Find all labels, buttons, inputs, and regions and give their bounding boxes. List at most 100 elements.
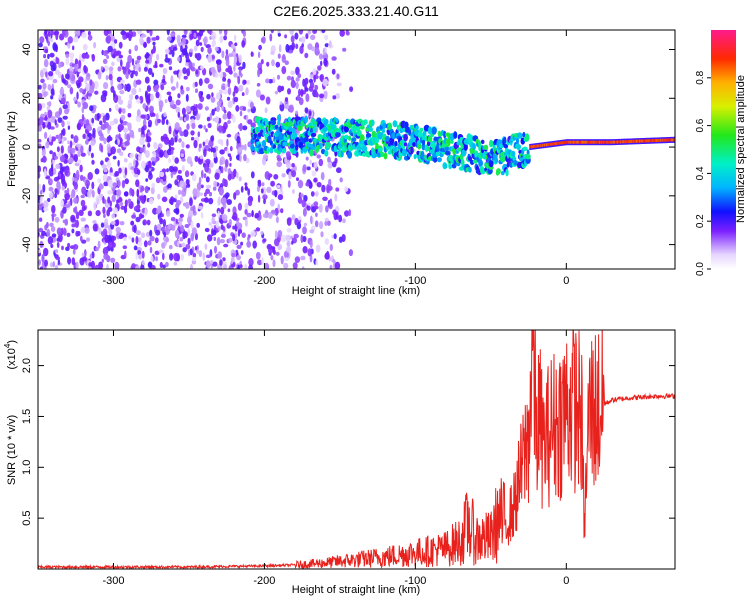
spectrogram-noise-cell [43, 200, 49, 208]
spectrogram-noise-cell [109, 120, 115, 126]
spectrogram-noise-cell [123, 158, 128, 163]
spectrogram-noise-cell [329, 243, 333, 252]
spectrogram-signal-cell [403, 142, 408, 147]
spectrogram-noise-cell [113, 51, 119, 57]
spectrogram-noise-cell [244, 182, 248, 187]
spectrogram-noise-cell [320, 172, 325, 181]
spectrogram-signal-cell [503, 144, 509, 149]
spectrogram-noise-cell [339, 177, 343, 183]
spectrogram-signal-cell [374, 137, 380, 144]
spectrogram-noise-cell [324, 252, 330, 260]
spectrogram-noise-cell [300, 88, 304, 97]
spectrogram-noise-cell [244, 185, 248, 191]
spectrogram-noise-cell [118, 54, 124, 59]
snr-scale-exponent: 4 [3, 343, 12, 348]
spectrogram-noise-cell [216, 237, 221, 246]
spectrogram-signal-cell [310, 132, 317, 137]
spectrogram-noise-cell [170, 170, 174, 179]
spectrogram-signal-core [574, 140, 576, 144]
spectrogram-noise-cell [85, 139, 89, 145]
spectrogram-noise-cell [233, 96, 239, 103]
spectrogram-noise-cell [131, 237, 135, 243]
spectrogram-noise-cell [231, 252, 236, 258]
spectrogram-noise-cell [284, 97, 289, 102]
spectrogram-signal-cell [354, 150, 360, 157]
spectrogram-noise-cell [115, 226, 121, 233]
spectrogram-noise-cell [207, 47, 212, 54]
spectrogram-noise-cell [168, 66, 173, 71]
spectrogram-noise-cell [306, 205, 311, 211]
spectrogram-signal-core [593, 140, 595, 144]
spectrogram-signal-cell [371, 130, 377, 138]
spectrogram-noise-cell [289, 30, 294, 36]
spectrogram-noise-cell [130, 220, 135, 226]
spectrogram-noise-cell [270, 255, 274, 261]
spectrogram-signal-core [537, 144, 539, 148]
spectrogram-signal-core [567, 140, 569, 144]
spectrogram-noise-cell [302, 246, 308, 254]
spectrogram-x-tick-label: -100 [404, 275, 426, 287]
spectrogram-noise-cell [61, 245, 64, 251]
spectrogram-noise-cell [223, 35, 228, 41]
spectrogram-noise-cell [200, 30, 205, 33]
spectrogram-noise-cell [144, 91, 148, 100]
spectrogram-signal-core [540, 144, 543, 147]
spectrogram-signal-core [652, 139, 655, 143]
spectrogram-noise-cell [329, 264, 333, 269]
spectrogram-noise-cell [141, 259, 145, 266]
spectrogram-noise-cell [157, 118, 161, 124]
spectrogram-noise-cell [52, 42, 57, 51]
spectrogram-noise-cell [80, 152, 86, 157]
spectrogram-noise-cell [216, 106, 220, 112]
spectrogram-noise-cell [87, 92, 92, 97]
spectrogram-noise-cell [233, 56, 238, 64]
spectrogram-signal-core [622, 140, 624, 144]
spectrogram-noise-cell [217, 196, 221, 205]
spectrogram-noise-cell [205, 128, 208, 133]
spectrogram-noise-cell [103, 30, 109, 37]
spectrogram-noise-cell [38, 92, 43, 99]
spectrogram-noise-cell [226, 96, 231, 101]
spectrogram-noise-cell [219, 71, 224, 79]
spectrogram-noise-cell [42, 184, 46, 193]
spectrogram-noise-cell [144, 164, 149, 173]
spectrogram-signal-cell [494, 157, 499, 164]
spectrogram-noise-cell [47, 109, 53, 119]
spectrogram-noise-cell [249, 101, 254, 109]
spectrogram-noise-cell [95, 210, 101, 217]
spectrogram-noise-cell [41, 254, 45, 263]
spectrogram-noise-cell [103, 168, 108, 173]
spectrogram-noise-cell [194, 246, 198, 251]
spectrogram-noise-cell [158, 100, 164, 109]
spectrogram-noise-cell [302, 226, 307, 235]
spectrogram-noise-cell [227, 82, 231, 88]
spectrogram-noise-cell [315, 212, 318, 217]
spectrogram-noise-cell [142, 219, 147, 226]
spectrogram-noise-cell [183, 75, 188, 80]
spectrogram-noise-cell [46, 101, 52, 106]
spectrogram-signal-cell [522, 131, 526, 138]
spectrogram-noise-cell [91, 159, 95, 165]
spectrogram-noise-cell [179, 116, 184, 121]
spectrogram-signal-core [550, 142, 552, 146]
spectrogram-noise-cell [244, 209, 248, 215]
snr-y-tick-label: 0.5 [21, 511, 33, 526]
spectrogram-noise-cell [168, 158, 172, 164]
spectrogram-noise-cell [120, 59, 123, 67]
spectrogram-noise-cell [62, 104, 68, 110]
spectrogram-noise-cell [131, 263, 136, 269]
spectrogram-noise-cell [152, 41, 156, 46]
spectrogram-noise-cell [102, 58, 108, 64]
spectrogram-noise-cell [310, 34, 316, 41]
spectrogram-noise-cell [170, 137, 175, 146]
spectrogram-noise-cell [204, 163, 210, 173]
spectrogram-signal-core [547, 143, 549, 147]
spectrogram-signal-core [549, 142, 551, 146]
spectrogram-noise-cell [324, 43, 329, 48]
spectrogram-noise-cell [263, 198, 266, 205]
spectrogram-noise-cell [205, 254, 211, 259]
spectrogram-noise-cell [233, 192, 237, 200]
spectrogram-noise-cell [43, 91, 47, 98]
spectrogram-noise-cell [104, 218, 108, 224]
spectrogram-noise-cell [89, 253, 93, 259]
